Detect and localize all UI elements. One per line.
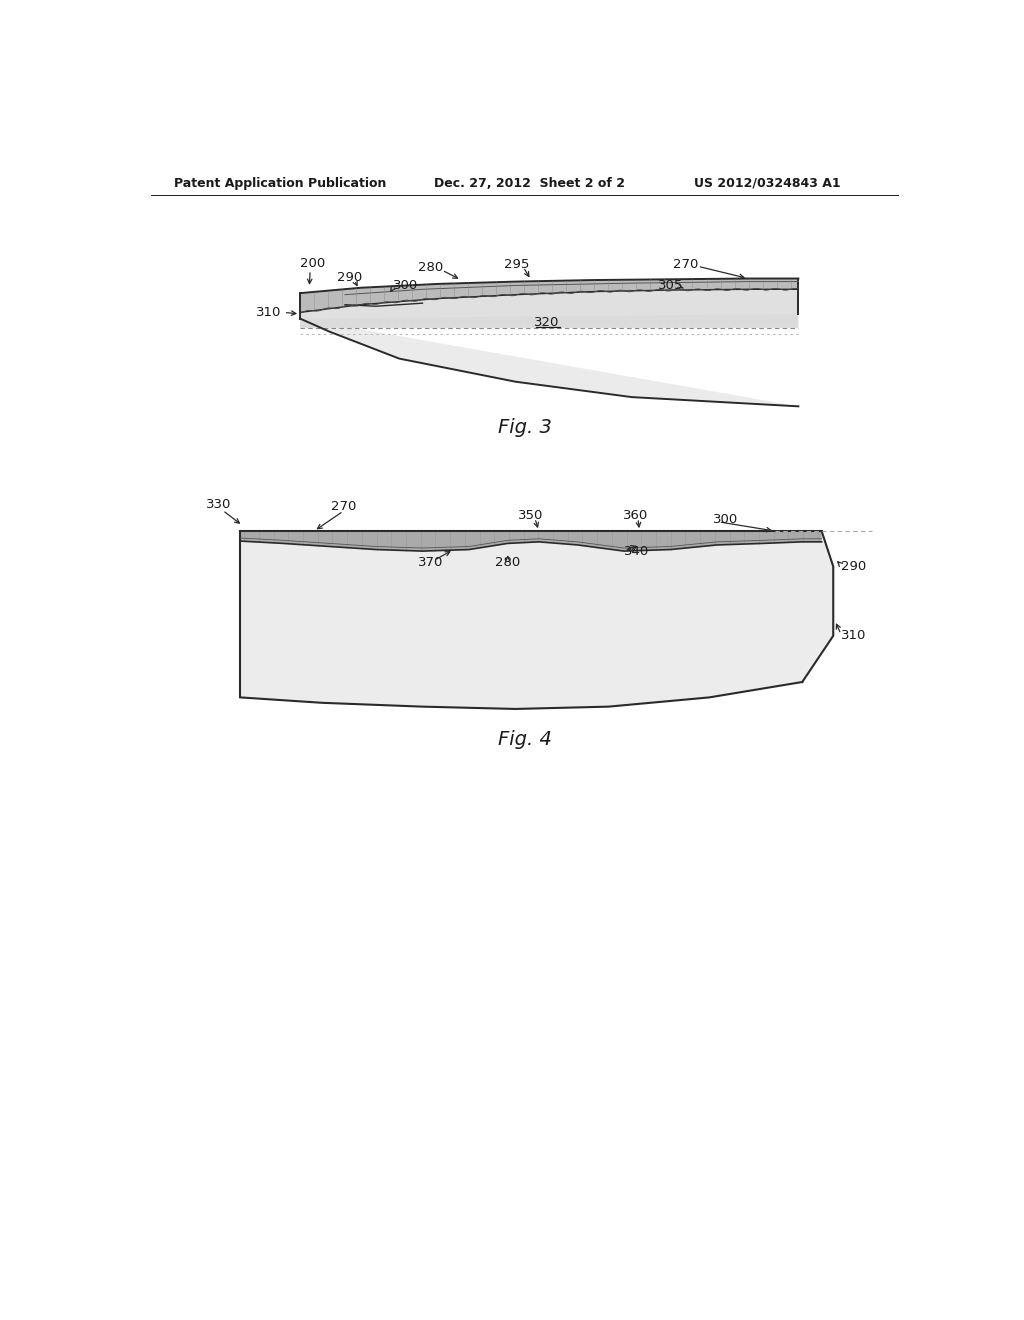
Text: 290: 290 [337,271,362,284]
Text: 300: 300 [393,279,418,292]
Text: 280: 280 [418,261,442,275]
Text: 350: 350 [518,510,544,523]
Polygon shape [300,279,799,313]
Text: 370: 370 [418,556,443,569]
Text: 330: 330 [206,499,230,511]
Text: 200: 200 [300,257,326,271]
Text: 305: 305 [657,279,683,292]
Text: Patent Application Publication: Patent Application Publication [174,177,387,190]
Text: Dec. 27, 2012  Sheet 2 of 2: Dec. 27, 2012 Sheet 2 of 2 [434,177,625,190]
Text: 270: 270 [674,259,698,271]
Polygon shape [241,531,834,709]
Text: 300: 300 [713,513,738,527]
Text: 320: 320 [534,315,559,329]
Text: Fig. 3: Fig. 3 [498,418,552,437]
Polygon shape [300,314,799,407]
Text: 310: 310 [841,630,866,643]
Polygon shape [300,289,799,327]
Polygon shape [241,531,821,552]
Text: 295: 295 [505,259,529,271]
Text: 280: 280 [496,556,520,569]
Text: Fig. 4: Fig. 4 [498,730,552,750]
Text: 360: 360 [623,510,648,523]
Text: 340: 340 [624,545,649,557]
Text: 290: 290 [841,560,866,573]
Text: 310: 310 [256,306,282,319]
Text: 270: 270 [331,500,356,513]
Text: US 2012/0324843 A1: US 2012/0324843 A1 [693,177,841,190]
